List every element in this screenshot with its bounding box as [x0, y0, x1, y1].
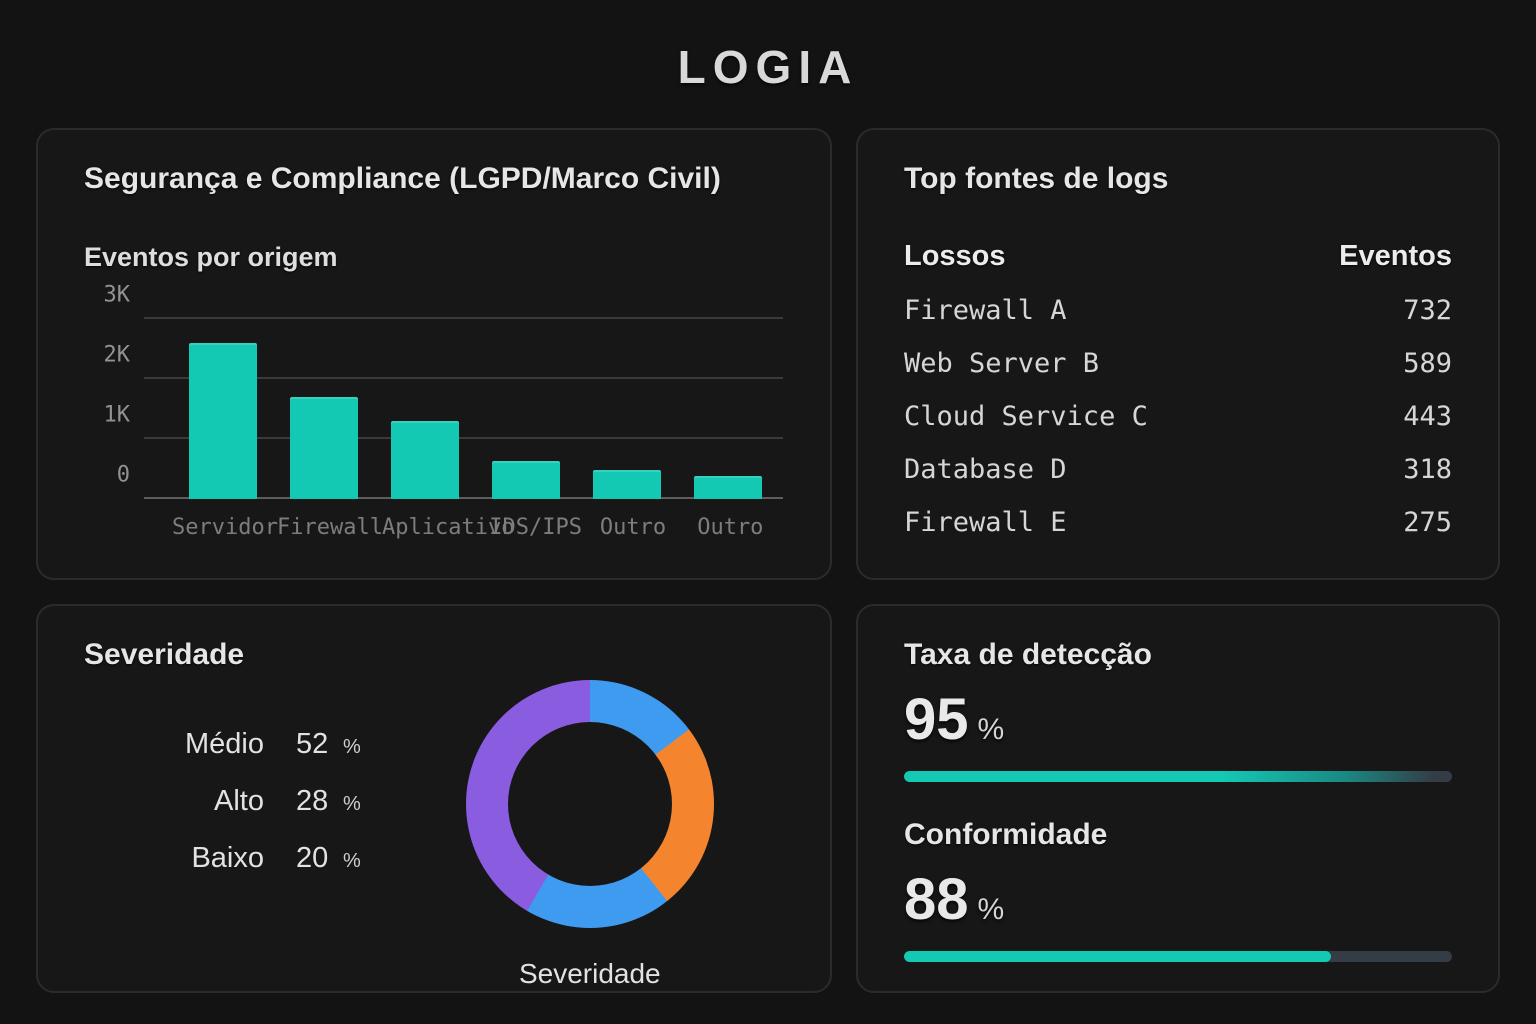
gridline-2K	[144, 377, 783, 379]
source-events-count: 275	[1403, 507, 1452, 538]
col-header-events: Eventos	[1339, 240, 1452, 272]
bar-servidor	[188, 343, 257, 499]
bar-chart: 0 1K 2K 3K Servidor Firewall Aplicativo IDS/IP…	[104, 283, 789, 540]
legend-row: Médio 52%	[174, 728, 361, 761]
source-name: Firewall A	[904, 295, 1067, 326]
source-events-count: 443	[1403, 401, 1452, 432]
card-top-log-sources: Top fontes de logs Lossos Eventos Firewa…	[856, 128, 1500, 580]
table-row: Firewall E 275	[904, 507, 1452, 538]
x-tick-label: Firewall	[277, 515, 383, 540]
compliance-metric: Conformidade 88 %	[904, 818, 1452, 962]
table-row: Cloud Service C 443	[904, 401, 1452, 432]
bar-aplicativo	[390, 421, 459, 499]
y-tick-label: 1K	[103, 402, 131, 428]
legend-percent-sign: %	[343, 793, 361, 815]
card-rates: Taxa de detecção 95 % Conformidade 88 %	[856, 604, 1500, 993]
card-severity: Severidade Médio 52% Alto 28% Baixo 20% Sever…	[36, 604, 832, 993]
source-name: Database D	[904, 454, 1067, 485]
bar-outro	[593, 470, 662, 499]
compliance-value: 88 %	[904, 866, 1452, 933]
top-sources-header: Lossos Eventos	[904, 240, 1452, 273]
legend-label: Alto	[214, 785, 264, 817]
legend-percent-sign: %	[343, 850, 361, 872]
bar-slot	[374, 313, 475, 499]
detection-rate-value: 95 %	[904, 686, 1452, 753]
detection-rate-progress-fill	[904, 771, 1452, 782]
source-events-count: 318	[1403, 454, 1452, 485]
detection-rate-label: Taxa de detecção	[904, 638, 1152, 671]
x-tick-label: Outro	[697, 515, 764, 540]
severity-legend: Médio 52% Alto 28% Baixo 20%	[174, 728, 361, 990]
bar-slot	[172, 313, 273, 499]
bar-chart-plot-area: 0 1K 2K 3K	[104, 283, 783, 499]
source-events-count: 589	[1403, 348, 1452, 379]
bars-row	[144, 313, 783, 499]
y-tick-label: 2K	[103, 342, 131, 368]
source-name: Cloud Service C	[904, 401, 1148, 432]
detection-rate-metric: Taxa de detecção 95 %	[904, 638, 1452, 782]
legend-percent-sign: %	[343, 736, 361, 758]
security-card-title: Segurança e Compliance (LGPD/Marco Civil…	[84, 162, 721, 195]
bar-slot	[476, 313, 577, 499]
legend-value: 20	[296, 842, 329, 874]
y-tick-label: 3K	[103, 282, 131, 308]
table-row: Database D 318	[904, 454, 1452, 485]
gridline-0	[144, 497, 783, 499]
legend-value: 52	[296, 728, 329, 760]
top-sources-title: Top fontes de logs	[904, 162, 1169, 195]
legend-row: Alto 28%	[174, 785, 361, 818]
bar-slot	[678, 313, 779, 499]
donut-caption: Severidade	[518, 958, 661, 989]
gridline-3K	[144, 317, 783, 319]
severity-donut-chart	[465, 680, 714, 928]
legend-row: Baixo 20%	[174, 842, 361, 875]
x-tick-label: Servidor	[172, 515, 278, 540]
detection-rate-progress-bar	[904, 771, 1452, 782]
legend-label: Médio	[185, 728, 264, 760]
compliance-label: Conformidade	[904, 818, 1108, 851]
col-header-source: Lossos	[904, 240, 1006, 272]
compliance-progress-fill	[904, 951, 1332, 962]
compliance-percent-sign: %	[977, 893, 1005, 926]
bar-ids/ips	[492, 461, 561, 499]
table-row: Web Server B 589	[904, 348, 1452, 379]
top-sources-table: Lossos Eventos Firewall A 732 Web Server B…	[904, 240, 1452, 538]
bar-slot	[577, 313, 678, 499]
bar-chart-title: Eventos por origem	[84, 242, 338, 272]
x-tick-label: Outro	[599, 515, 667, 540]
x-tick-label: IDS/IPS	[489, 515, 583, 540]
dashboard: LOGIA Segurança e Compliance (LGPD/Marco…	[36, 41, 1500, 993]
card-security-compliance: Segurança e Compliance (LGPD/Marco Civil…	[36, 128, 832, 580]
donut-hole	[507, 722, 672, 886]
page-title: LOGIA	[677, 41, 859, 93]
y-tick-label: 0	[116, 462, 130, 488]
severity-card-title: Severidade	[84, 638, 245, 671]
bar-chart-x-labels: Servidor Firewall Aplicativo IDS/IPS Outro Ou…	[144, 515, 783, 540]
severity-body: Médio 52% Alto 28% Baixo 20% Severidade	[84, 680, 784, 990]
bar-firewall	[289, 397, 358, 499]
bar-slot	[273, 313, 374, 499]
compliance-progress-bar	[904, 951, 1452, 962]
legend-label: Baixo	[191, 842, 264, 874]
gridline-1K	[144, 437, 783, 439]
detection-rate-percent-sign: %	[977, 713, 1005, 746]
x-tick-label: Aplicativo	[382, 515, 515, 540]
source-name: Web Server B	[904, 348, 1100, 379]
source-events-count: 732	[1403, 295, 1452, 326]
severity-donut-block: Severidade	[465, 680, 714, 990]
detection-rate-number: 95	[904, 687, 969, 752]
dashboard-grid: Segurança e Compliance (LGPD/Marco Civil…	[36, 128, 1500, 993]
compliance-number: 88	[904, 867, 969, 932]
bar-outro	[694, 476, 763, 499]
source-name: Firewall E	[904, 507, 1067, 538]
top-sources-rows: Firewall A 732 Web Server B 589 Cloud Servic…	[904, 295, 1452, 538]
table-row: Firewall A 732	[904, 295, 1452, 326]
legend-value: 28	[296, 785, 329, 817]
